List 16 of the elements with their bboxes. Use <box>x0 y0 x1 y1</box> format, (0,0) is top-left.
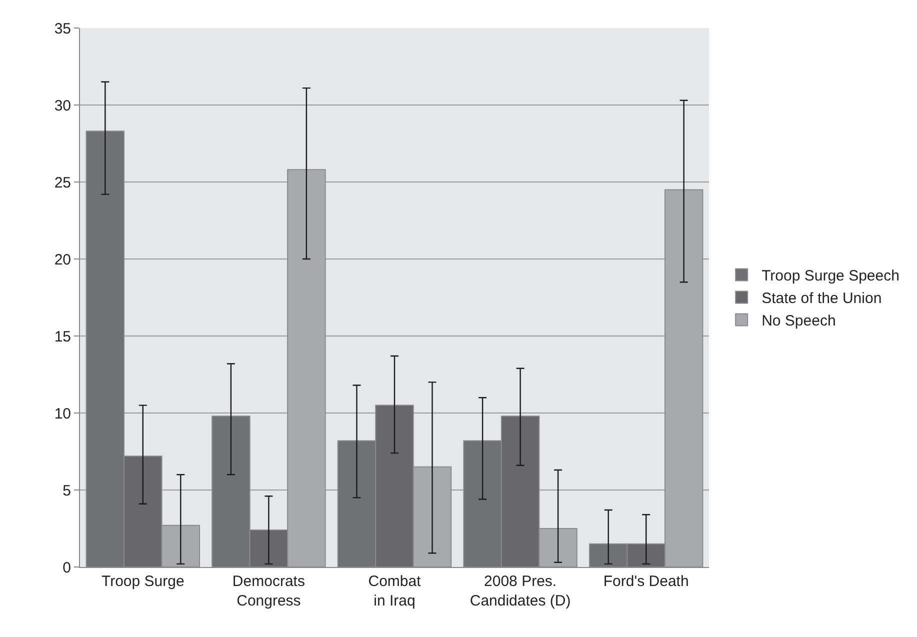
x-tick-label: 2008 Pres. Candidates (D) <box>470 573 571 610</box>
legend-label: State of the Union <box>762 290 882 308</box>
y-tick-label: 30 <box>54 97 71 114</box>
x-tick-label: Ford's Death <box>603 573 689 590</box>
y-tick-label: 20 <box>54 251 71 268</box>
y-tick-label: 15 <box>54 328 71 346</box>
y-tick-label: 5 <box>62 482 71 500</box>
x-tick-label: Combat in Iraq <box>368 573 422 610</box>
x-tick-label: Democrats Congress <box>232 573 305 610</box>
y-tick-label: 0 <box>62 559 71 576</box>
legend-label: Troop Surge Speech <box>762 268 900 285</box>
y-tick-label: 10 <box>54 405 71 422</box>
y-tick-label: 35 <box>54 20 71 38</box>
legend-label: No Speech <box>762 312 836 330</box>
x-tick-label: Troop Surge <box>101 573 184 590</box>
y-tick-label: 25 <box>54 174 71 192</box>
